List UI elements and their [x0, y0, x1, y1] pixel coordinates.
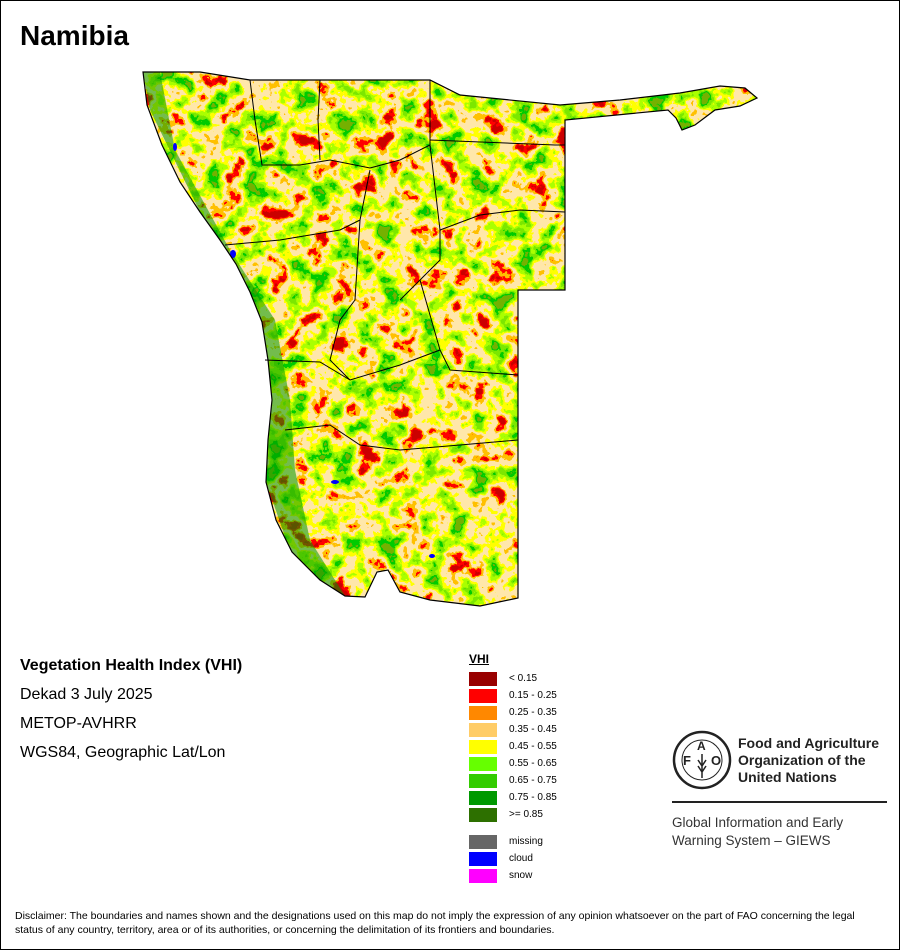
period: Dekad 3 July 2025 — [20, 686, 153, 703]
legend-item: cloud — [469, 850, 557, 867]
fao-logo-icon: F A O — [672, 730, 732, 790]
legend-item: >= 0.85 — [469, 806, 557, 823]
legend-item: 0.65 - 0.75 — [469, 772, 557, 789]
fao-name-line: United Nations — [738, 769, 837, 785]
legend-swatch — [469, 722, 497, 737]
map-info: Vegetation Health Index (VHI) Dekad 3 Ju… — [20, 657, 242, 773]
legend-item: 0.25 - 0.35 — [469, 704, 557, 721]
legend-swatch — [469, 851, 497, 866]
divider — [672, 801, 887, 803]
legend-swatch — [469, 834, 497, 849]
legend-item: 0.15 - 0.25 — [469, 687, 557, 704]
legend-swatch — [469, 705, 497, 720]
fao-name: Food and Agriculture Organization of the… — [738, 735, 879, 786]
legend-label: snow — [509, 870, 533, 881]
fao-name-line: Food and Agriculture — [738, 735, 880, 751]
legend-label: cloud — [509, 853, 533, 864]
giews-line: Global Information and Early — [672, 815, 844, 830]
legend-item: < 0.15 — [469, 670, 557, 687]
legend-label: < 0.15 — [509, 673, 538, 684]
legend-swatch — [469, 756, 497, 771]
svg-text:O: O — [711, 753, 721, 768]
legend-swatch — [469, 790, 497, 805]
legend-label: missing — [509, 836, 543, 847]
legend-label: 0.25 - 0.35 — [509, 707, 557, 718]
legend-item: missing — [469, 833, 557, 850]
legend-item: snow — [469, 867, 557, 884]
admin-boundaries — [224, 79, 566, 451]
legend-item: 0.35 - 0.45 — [469, 721, 557, 738]
svg-text:A: A — [697, 739, 706, 753]
giews-line: Warning System – GIEWS — [672, 833, 831, 848]
legend-title: VHI — [469, 652, 490, 666]
legend-swatch — [469, 868, 497, 883]
giews-name: Global Information and Early Warning Sys… — [672, 814, 900, 850]
legend-label: >= 0.85 — [509, 809, 543, 820]
legend-label: 0.15 - 0.25 — [509, 690, 557, 701]
legend-item: 0.55 - 0.65 — [469, 755, 557, 772]
legend-label: 0.45 - 0.55 — [509, 741, 557, 752]
legend-item: 0.45 - 0.55 — [469, 738, 557, 755]
legend-label: 0.35 - 0.45 — [509, 724, 557, 735]
svg-text:F: F — [683, 753, 691, 768]
vhi-raster — [143, 72, 757, 606]
legend-label: 0.55 - 0.65 — [509, 758, 557, 769]
disclaimer: Disclaimer: The boundaries and names sho… — [15, 910, 855, 936]
legend-label: 0.65 - 0.75 — [509, 775, 557, 786]
sensor: METOP-AVHRR — [20, 715, 137, 732]
legend-label: 0.75 - 0.85 — [509, 792, 557, 803]
legend-item: 0.75 - 0.85 — [469, 789, 557, 806]
legend-swatch — [469, 739, 497, 754]
projection: WGS84, Geographic Lat/Lon — [20, 744, 226, 761]
legend-swatch — [469, 807, 497, 822]
legend-swatch — [469, 773, 497, 788]
legend-swatch — [469, 671, 497, 686]
legend-swatch — [469, 688, 497, 703]
fao-name-line: Organization of the — [738, 752, 866, 768]
map-title: Namibia — [20, 20, 129, 51]
legend: VHI < 0.15 0.15 - 0.25 0.25 - 0.35 0.35 - 0… — [469, 652, 557, 884]
product-name: Vegetation Health Index (VHI) — [20, 657, 243, 674]
